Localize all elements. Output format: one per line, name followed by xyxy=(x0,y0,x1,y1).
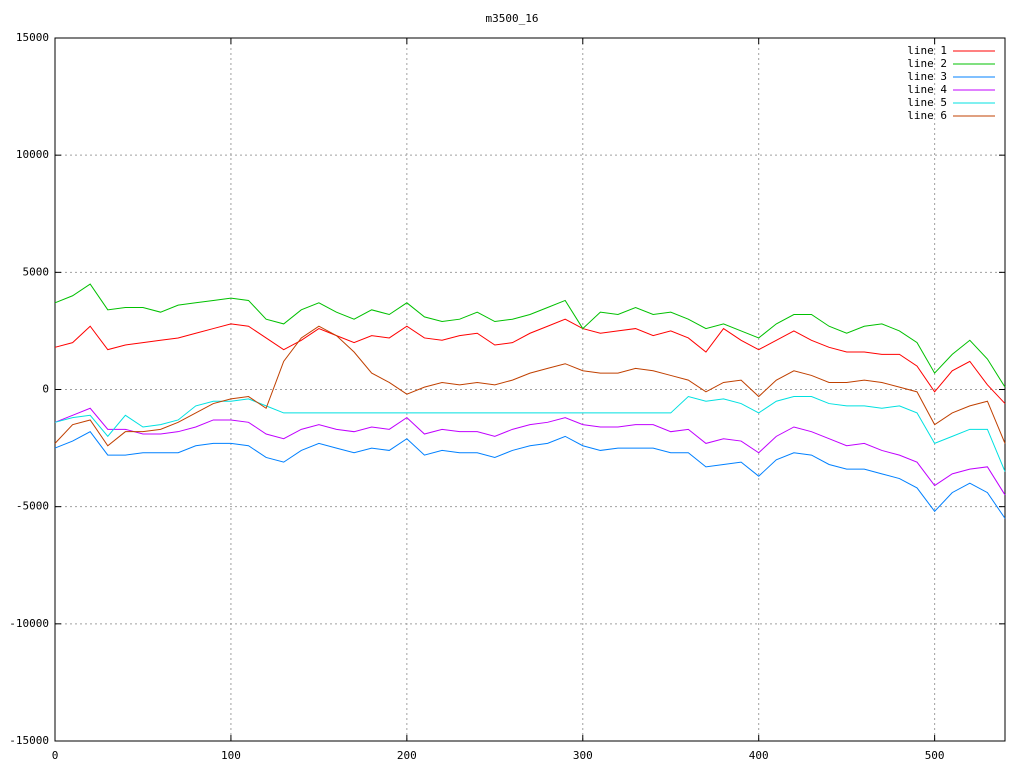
y-tick-label: 5000 xyxy=(23,265,50,278)
series-line xyxy=(54,395,1006,472)
legend-label: line 4 xyxy=(907,83,947,96)
x-tick-label: 500 xyxy=(925,749,945,762)
series-line xyxy=(54,431,1006,519)
y-tick-label: -10000 xyxy=(9,617,49,630)
series-line xyxy=(54,318,1006,404)
series-line xyxy=(54,407,1006,496)
legend-label: line 6 xyxy=(907,109,947,122)
y-tick-label: 15000 xyxy=(16,31,49,44)
legend-label: line 5 xyxy=(907,96,947,109)
x-tick-label: 400 xyxy=(749,749,769,762)
x-tick-label: 300 xyxy=(573,749,593,762)
legend-label: line 1 xyxy=(907,44,947,57)
x-tick-label: 0 xyxy=(52,749,59,762)
plot-border xyxy=(54,37,1006,742)
y-tick-label: 0 xyxy=(42,383,49,396)
x-tick-label: 200 xyxy=(397,749,417,762)
legend-label: line 2 xyxy=(907,57,947,70)
y-tick-label: -5000 xyxy=(16,500,49,513)
y-tick-label: -15000 xyxy=(9,734,49,747)
series-line xyxy=(54,283,1006,388)
series-line xyxy=(54,325,1006,447)
legend-label: line 3 xyxy=(907,70,947,83)
chart-title: m3500_16 xyxy=(486,12,539,25)
x-tick-label: 100 xyxy=(221,749,241,762)
y-tick-label: 10000 xyxy=(16,148,49,161)
